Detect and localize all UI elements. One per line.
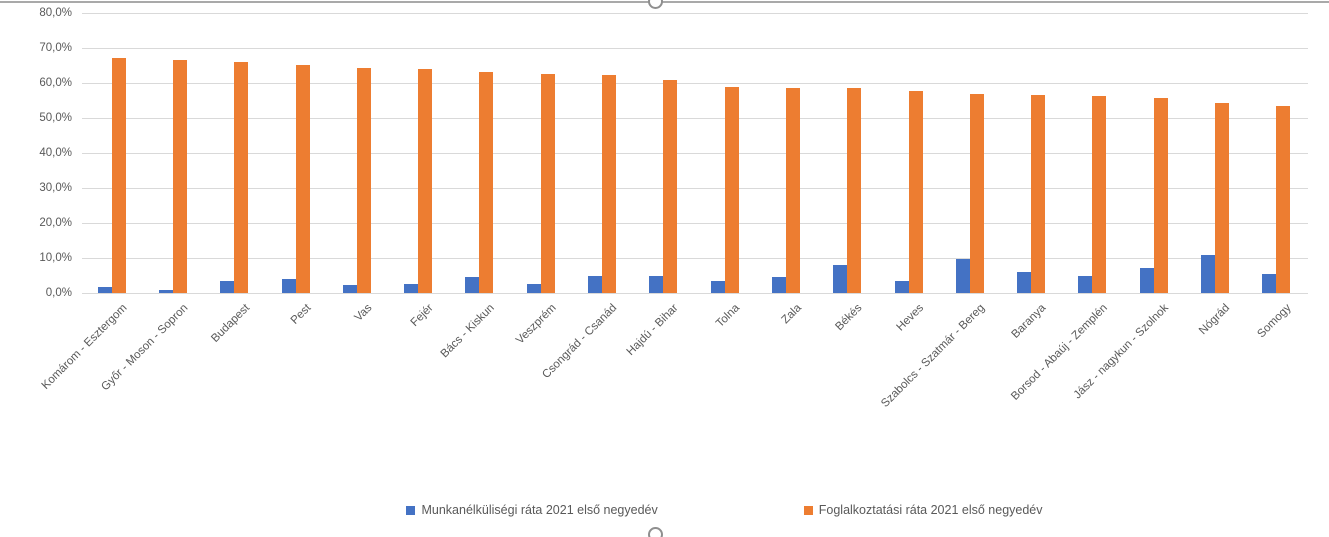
bar-employment-18[interactable] xyxy=(1153,98,1168,293)
bar-employment-7[interactable] xyxy=(479,72,494,293)
bar-unemployment-16[interactable] xyxy=(1017,272,1032,293)
x-axis-category-label: Nógrád xyxy=(1197,302,1233,338)
x-axis-category-label: Heves xyxy=(894,302,927,334)
bar-employment-3[interactable] xyxy=(234,62,249,293)
x-axis-category-label: Szabolcs - Szatmár - Bereg xyxy=(879,302,988,410)
x-axis-category-label: Budapest xyxy=(208,302,252,345)
bar-unemployment-11[interactable] xyxy=(710,280,725,293)
bar-employment-4[interactable] xyxy=(295,65,310,293)
gridline xyxy=(82,118,1308,119)
y-axis-tick-label: 20,0% xyxy=(39,217,72,229)
bar-unemployment-14[interactable] xyxy=(894,281,909,293)
y-axis-tick-label: 80,0% xyxy=(39,7,72,19)
bar-employment-13[interactable] xyxy=(847,88,862,293)
gridline xyxy=(82,13,1308,14)
bar-unemployment-13[interactable] xyxy=(833,264,848,293)
x-axis-category-label: Fejér xyxy=(408,302,436,330)
bar-unemployment-9[interactable] xyxy=(588,275,603,293)
gridline xyxy=(82,48,1308,49)
legend-marker-icon xyxy=(406,505,416,515)
legend-marker-icon xyxy=(803,505,813,515)
resize-handle-bottom[interactable] xyxy=(648,527,663,537)
bar-employment-12[interactable] xyxy=(785,87,800,293)
bar-employment-10[interactable] xyxy=(663,80,678,293)
bar-unemployment-5[interactable] xyxy=(342,284,357,293)
y-axis-tick-label: 50,0% xyxy=(39,112,72,124)
bar-unemployment-7[interactable] xyxy=(465,276,480,293)
bar-unemployment-19[interactable] xyxy=(1201,254,1216,293)
gridline xyxy=(82,188,1308,189)
bar-employment-17[interactable] xyxy=(1092,96,1107,293)
bar-employment-20[interactable] xyxy=(1276,105,1291,293)
bar-employment-19[interactable] xyxy=(1215,102,1230,293)
x-axis-category-label: Baranya xyxy=(1009,302,1049,341)
bar-unemployment-10[interactable] xyxy=(649,275,664,293)
bar-unemployment-20[interactable] xyxy=(1262,273,1277,293)
y-axis-tick-label: 70,0% xyxy=(39,42,72,54)
bar-unemployment-1[interactable] xyxy=(97,286,112,293)
bar-unemployment-17[interactable] xyxy=(1078,275,1093,293)
x-axis-category-label: Somogy xyxy=(1255,302,1294,341)
bar-employment-8[interactable] xyxy=(540,74,555,293)
gridline xyxy=(82,293,1308,294)
x-axis-category-label: Pest xyxy=(288,302,314,327)
bar-unemployment-18[interactable] xyxy=(1139,268,1154,293)
x-axis-category-label: Vas xyxy=(352,302,375,324)
bar-unemployment-3[interactable] xyxy=(220,280,235,293)
chart-object-border xyxy=(0,1,1329,3)
bar-unemployment-6[interactable] xyxy=(404,284,419,293)
chart-legend: Munkanélküliségi ráta 2021 első negyedév… xyxy=(60,503,1329,517)
x-axis-category-label: Bács - Kiskun xyxy=(438,302,497,361)
bar-employment-11[interactable] xyxy=(724,86,739,293)
gridline xyxy=(82,153,1308,154)
bar-unemployment-15[interactable] xyxy=(955,259,970,293)
legend-label: Munkanélküliségi ráta 2021 első negyedév xyxy=(421,503,658,517)
bar-unemployment-8[interactable] xyxy=(526,283,541,293)
bar-employment-14[interactable] xyxy=(908,91,923,293)
x-axis-category-label: Hajdú - Bihar xyxy=(624,302,681,358)
bar-employment-1[interactable] xyxy=(111,57,126,293)
y-axis-tick-label: 40,0% xyxy=(39,147,72,159)
bar-unemployment-2[interactable] xyxy=(158,289,173,293)
bar-employment-16[interactable] xyxy=(1031,94,1046,293)
y-axis-tick-label: 60,0% xyxy=(39,77,72,89)
legend-item-unemployment[interactable]: Munkanélküliségi ráta 2021 első negyedév xyxy=(406,503,658,517)
bar-employment-5[interactable] xyxy=(356,68,371,293)
x-axis-category-label: Tolna xyxy=(714,302,743,330)
legend-label: Foglalkoztatási ráta 2021 első negyedév xyxy=(818,503,1043,517)
gridline xyxy=(82,258,1308,259)
bar-employment-6[interactable] xyxy=(418,69,433,293)
x-axis-category-label: Veszprém xyxy=(513,302,559,347)
x-axis-category-label: Zala xyxy=(779,302,804,327)
gridline xyxy=(82,83,1308,84)
bar-unemployment-12[interactable] xyxy=(771,276,786,293)
bar-employment-9[interactable] xyxy=(602,74,617,293)
bar-unemployment-4[interactable] xyxy=(281,279,296,293)
bar-employment-2[interactable] xyxy=(172,59,187,293)
y-axis-tick-label: 30,0% xyxy=(39,182,72,194)
x-axis-category-label: Békés xyxy=(833,302,865,334)
legend-item-employment[interactable]: Foglalkoztatási ráta 2021 első negyedév xyxy=(803,503,1043,517)
gridline xyxy=(82,223,1308,224)
resize-handle-top[interactable] xyxy=(648,0,663,9)
y-axis-tick-label: 10,0% xyxy=(39,252,72,264)
y-axis-tick-label: 0,0% xyxy=(45,287,72,299)
bar-employment-15[interactable] xyxy=(969,93,984,293)
